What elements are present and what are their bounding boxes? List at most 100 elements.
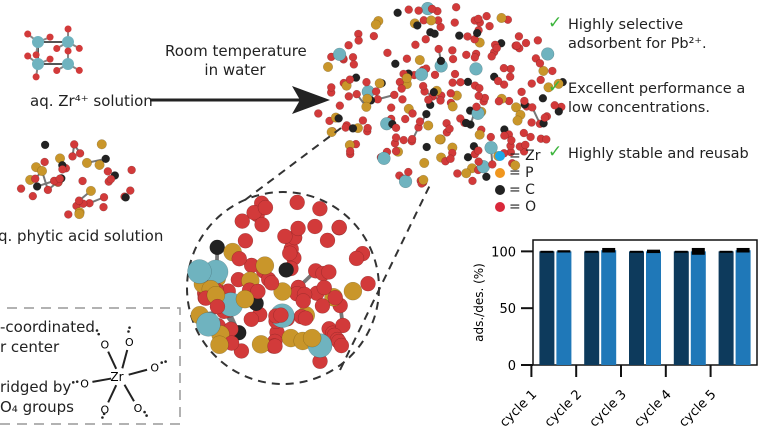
atom-o	[237, 233, 254, 249]
atom-c	[40, 140, 50, 150]
atom-c	[430, 29, 439, 39]
atom-o	[344, 92, 354, 101]
atom-o	[507, 136, 516, 145]
atom-o	[505, 72, 515, 82]
atom-c	[121, 193, 130, 202]
atom-zr	[398, 174, 413, 189]
atom-p	[255, 256, 275, 275]
atom-o	[345, 75, 355, 84]
atom-o	[64, 47, 72, 55]
atom-o	[448, 78, 457, 87]
atom-o	[289, 194, 305, 211]
atom-o	[475, 83, 484, 93]
atom-o	[312, 200, 328, 217]
atom-o	[126, 186, 135, 195]
atom-o	[436, 96, 445, 105]
atom-c	[101, 154, 110, 164]
atom-p	[370, 19, 381, 30]
atom-c	[393, 8, 402, 18]
atom-o	[528, 103, 537, 112]
atom-o	[354, 36, 363, 45]
atom-o	[31, 174, 40, 183]
zr-phytate-framework-molecule	[314, 1, 567, 189]
reaction-condition-line1: Room temperature	[165, 42, 307, 60]
atom-p	[210, 335, 229, 355]
legend-label: = P	[509, 165, 534, 181]
atom-o	[404, 167, 413, 177]
atom-o	[470, 53, 480, 62]
bar	[584, 251, 600, 365]
atom-c	[463, 152, 473, 162]
atom-o	[527, 118, 536, 127]
atom-p	[302, 328, 322, 348]
atom-o	[314, 298, 331, 314]
atom-o	[488, 160, 497, 169]
reaction-arrow-head	[292, 86, 330, 114]
atom-o	[297, 310, 314, 326]
atom-o	[321, 264, 337, 280]
atom-o	[533, 36, 543, 45]
atom-o	[250, 283, 266, 300]
atom-o	[536, 75, 545, 85]
reaction-condition-line2: in water	[204, 61, 266, 79]
atom-p	[401, 73, 412, 84]
atom-zr	[62, 36, 74, 48]
atom-p	[419, 157, 430, 168]
y-tick-label: 100	[491, 245, 516, 260]
atom-c	[436, 56, 446, 66]
atom-o	[352, 89, 361, 99]
atom-c	[461, 118, 471, 128]
legend-c: = C	[495, 182, 535, 198]
atom-c	[538, 94, 548, 103]
atom-o	[535, 59, 545, 68]
atom-p	[426, 15, 437, 26]
atom-zr	[469, 62, 483, 76]
atom-o	[277, 228, 293, 245]
atom-o	[434, 44, 443, 54]
bar	[629, 251, 644, 365]
bridge-dot	[160, 361, 164, 364]
atom-o	[257, 199, 274, 216]
atom-o	[404, 5, 413, 14]
benefit-text: Highly selective	[568, 17, 684, 33]
atom-o	[53, 45, 61, 53]
atom-o	[369, 31, 379, 41]
bar	[646, 251, 661, 365]
atom-c	[32, 182, 42, 191]
benefit-1: ✓ Highly selective adsorbent for Pb²⁺.	[548, 14, 707, 54]
atom-o	[550, 101, 559, 110]
atom-o	[474, 91, 483, 101]
atom-o	[527, 79, 537, 88]
atom-o	[424, 95, 433, 104]
atom-p	[94, 159, 105, 170]
atom-o	[58, 165, 67, 174]
atom-o	[32, 73, 40, 81]
atom-o	[99, 193, 109, 202]
atom-o	[53, 67, 61, 75]
bridge-dot	[101, 416, 104, 419]
atom-o	[499, 63, 509, 73]
atom-p	[434, 134, 445, 145]
bar	[539, 251, 555, 365]
error-bar	[602, 247, 616, 253]
atom-o	[331, 219, 348, 236]
phytic-acid-solution-label: q. phytic acid solution	[0, 227, 164, 245]
atom-o	[295, 293, 311, 309]
atom-o	[75, 149, 85, 158]
legend-o: = O	[495, 199, 536, 215]
oxygen-label: O	[150, 362, 159, 375]
zr-dot-icon	[495, 151, 505, 161]
atom-o	[69, 140, 79, 149]
benefit-text: Excellent performance a	[568, 81, 746, 97]
atom-o	[474, 146, 483, 155]
x-tick-label: cycle 2	[542, 387, 585, 430]
box-text-line2: r center	[0, 338, 60, 356]
atom-o	[55, 174, 65, 184]
atom-p	[36, 165, 48, 177]
bridge-dot	[75, 380, 79, 383]
atom-o	[307, 218, 323, 235]
atom-c	[413, 21, 422, 30]
atom-o	[540, 113, 550, 122]
benefit-text: Highly stable and reusab	[568, 146, 749, 162]
